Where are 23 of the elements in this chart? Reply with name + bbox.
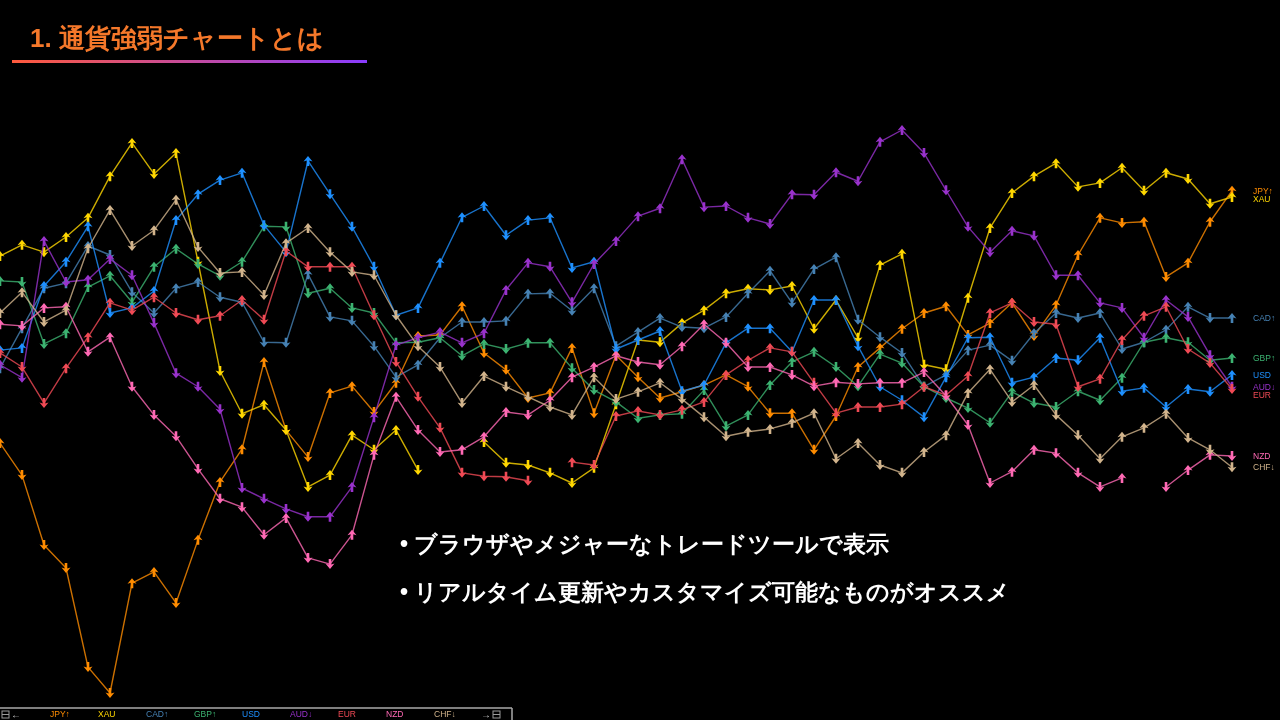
series-name: AUD↓ xyxy=(290,709,313,719)
series-name: JPY↑ xyxy=(50,709,70,719)
legend-item: XAU xyxy=(1253,193,1271,204)
legend-item: AUD↓ xyxy=(1253,381,1276,392)
annotation: ← xyxy=(11,709,21,720)
title: 1. 通貨強弱チャートとは xyxy=(30,23,324,53)
series-name: CHF↓ xyxy=(434,709,456,719)
series-name: GBP↑ xyxy=(194,709,217,719)
annotation: → xyxy=(481,709,491,720)
series-name: USD xyxy=(242,709,260,719)
legend-item: CHF↓ xyxy=(1253,462,1275,473)
legend-item: CAD↑ xyxy=(1253,313,1276,324)
series-name: EUR xyxy=(338,709,356,719)
annotation: • ブラウザやメジャーなトレードツールで表示 xyxy=(400,531,890,557)
legend-item: USD xyxy=(1253,369,1271,380)
series-name: XAU xyxy=(98,709,116,719)
legend-item: NZD xyxy=(1253,451,1271,461)
legend-item: GBP↑ xyxy=(1253,353,1276,363)
series-name: NZD xyxy=(386,709,404,719)
legend-item: JPY↑ xyxy=(1253,185,1273,196)
annotation: • リアルタイム更新やカスタマイズ可能なものがオススメ xyxy=(400,579,1011,605)
legend-item: EUR xyxy=(1253,389,1271,400)
series-name: CAD↑ xyxy=(146,709,169,719)
